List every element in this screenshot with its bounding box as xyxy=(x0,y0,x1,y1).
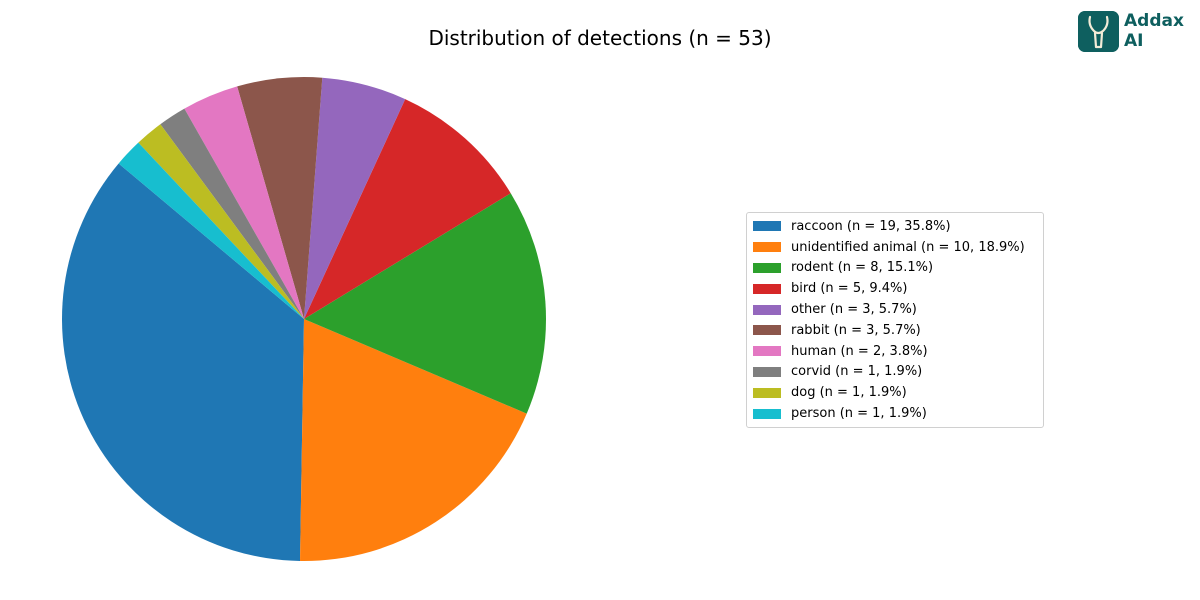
pie-slice-unidentified-animal xyxy=(300,319,527,562)
legend-swatch xyxy=(753,262,781,273)
legend-label: dog (n = 1, 1.9%) xyxy=(791,385,907,401)
legend-item-dog: dog (n = 1, 1.9%) xyxy=(747,382,1043,403)
antelope-icon xyxy=(1078,10,1119,52)
legend-swatch xyxy=(753,221,781,232)
logo-line-1: Addax xyxy=(1124,11,1184,31)
pie-slice-dog xyxy=(138,124,304,319)
pie-chart xyxy=(62,76,546,562)
pie-slice-person xyxy=(118,142,305,319)
legend-label: person (n = 1, 1.9%) xyxy=(791,406,927,422)
chart-legend: raccoon (n = 19, 35.8%) unidentified anim… xyxy=(746,212,1044,428)
legend-swatch xyxy=(753,387,781,398)
pie-slice-raccoon xyxy=(62,163,305,561)
legend-label: rodent (n = 8, 15.1%) xyxy=(791,260,934,276)
legend-item-person: person (n = 1, 1.9%) xyxy=(747,403,1043,424)
legend-swatch xyxy=(753,408,781,419)
legend-label: bird (n = 5, 9.4%) xyxy=(791,281,908,297)
pie-slice-corvid xyxy=(160,108,304,319)
legend-label: corvid (n = 1, 1.9%) xyxy=(791,364,923,380)
legend-swatch xyxy=(753,346,781,357)
pie-slice-bird xyxy=(304,99,511,319)
pie-slice-other xyxy=(304,77,406,319)
legend-item-other: other (n = 3, 5.7%) xyxy=(747,299,1043,320)
legend-label: human (n = 2, 3.8%) xyxy=(791,343,928,359)
logo-line-2: AI xyxy=(1124,31,1144,51)
legend-item-human: human (n = 2, 3.8%) xyxy=(747,341,1043,362)
legend-label: other (n = 3, 5.7%) xyxy=(791,302,917,318)
legend-swatch xyxy=(753,283,781,294)
pie-slice-rabbit xyxy=(237,76,323,319)
legend-label: raccoon (n = 19, 35.8%) xyxy=(791,218,951,234)
legend-item-corvid: corvid (n = 1, 1.9%) xyxy=(747,362,1043,383)
legend-label: unidentified animal (n = 10, 18.9%) xyxy=(791,239,1025,255)
legend-swatch xyxy=(753,325,781,336)
legend-item-raccoon: raccoon (n = 19, 35.8%) xyxy=(747,216,1043,237)
legend-label: rabbit (n = 3, 5.7%) xyxy=(791,322,921,338)
legend-swatch xyxy=(753,304,781,315)
legend-swatch xyxy=(753,366,781,377)
logo-text: Addax AI xyxy=(1124,11,1184,51)
legend-item-rodent: rodent (n = 8, 15.1%) xyxy=(747,258,1043,279)
legend-item-unidentified-animal: unidentified animal (n = 10, 18.9%) xyxy=(747,237,1043,258)
pie-slice-human xyxy=(184,86,304,319)
pie-slice-rodent xyxy=(304,193,546,414)
legend-swatch xyxy=(753,242,781,253)
chart-title: Distribution of detections (n = 53) xyxy=(428,26,772,50)
addax-ai-logo: Addax AI xyxy=(1078,10,1184,52)
legend-item-bird: bird (n = 5, 9.4%) xyxy=(747,278,1043,299)
legend-item-rabbit: rabbit (n = 3, 5.7%) xyxy=(747,320,1043,341)
